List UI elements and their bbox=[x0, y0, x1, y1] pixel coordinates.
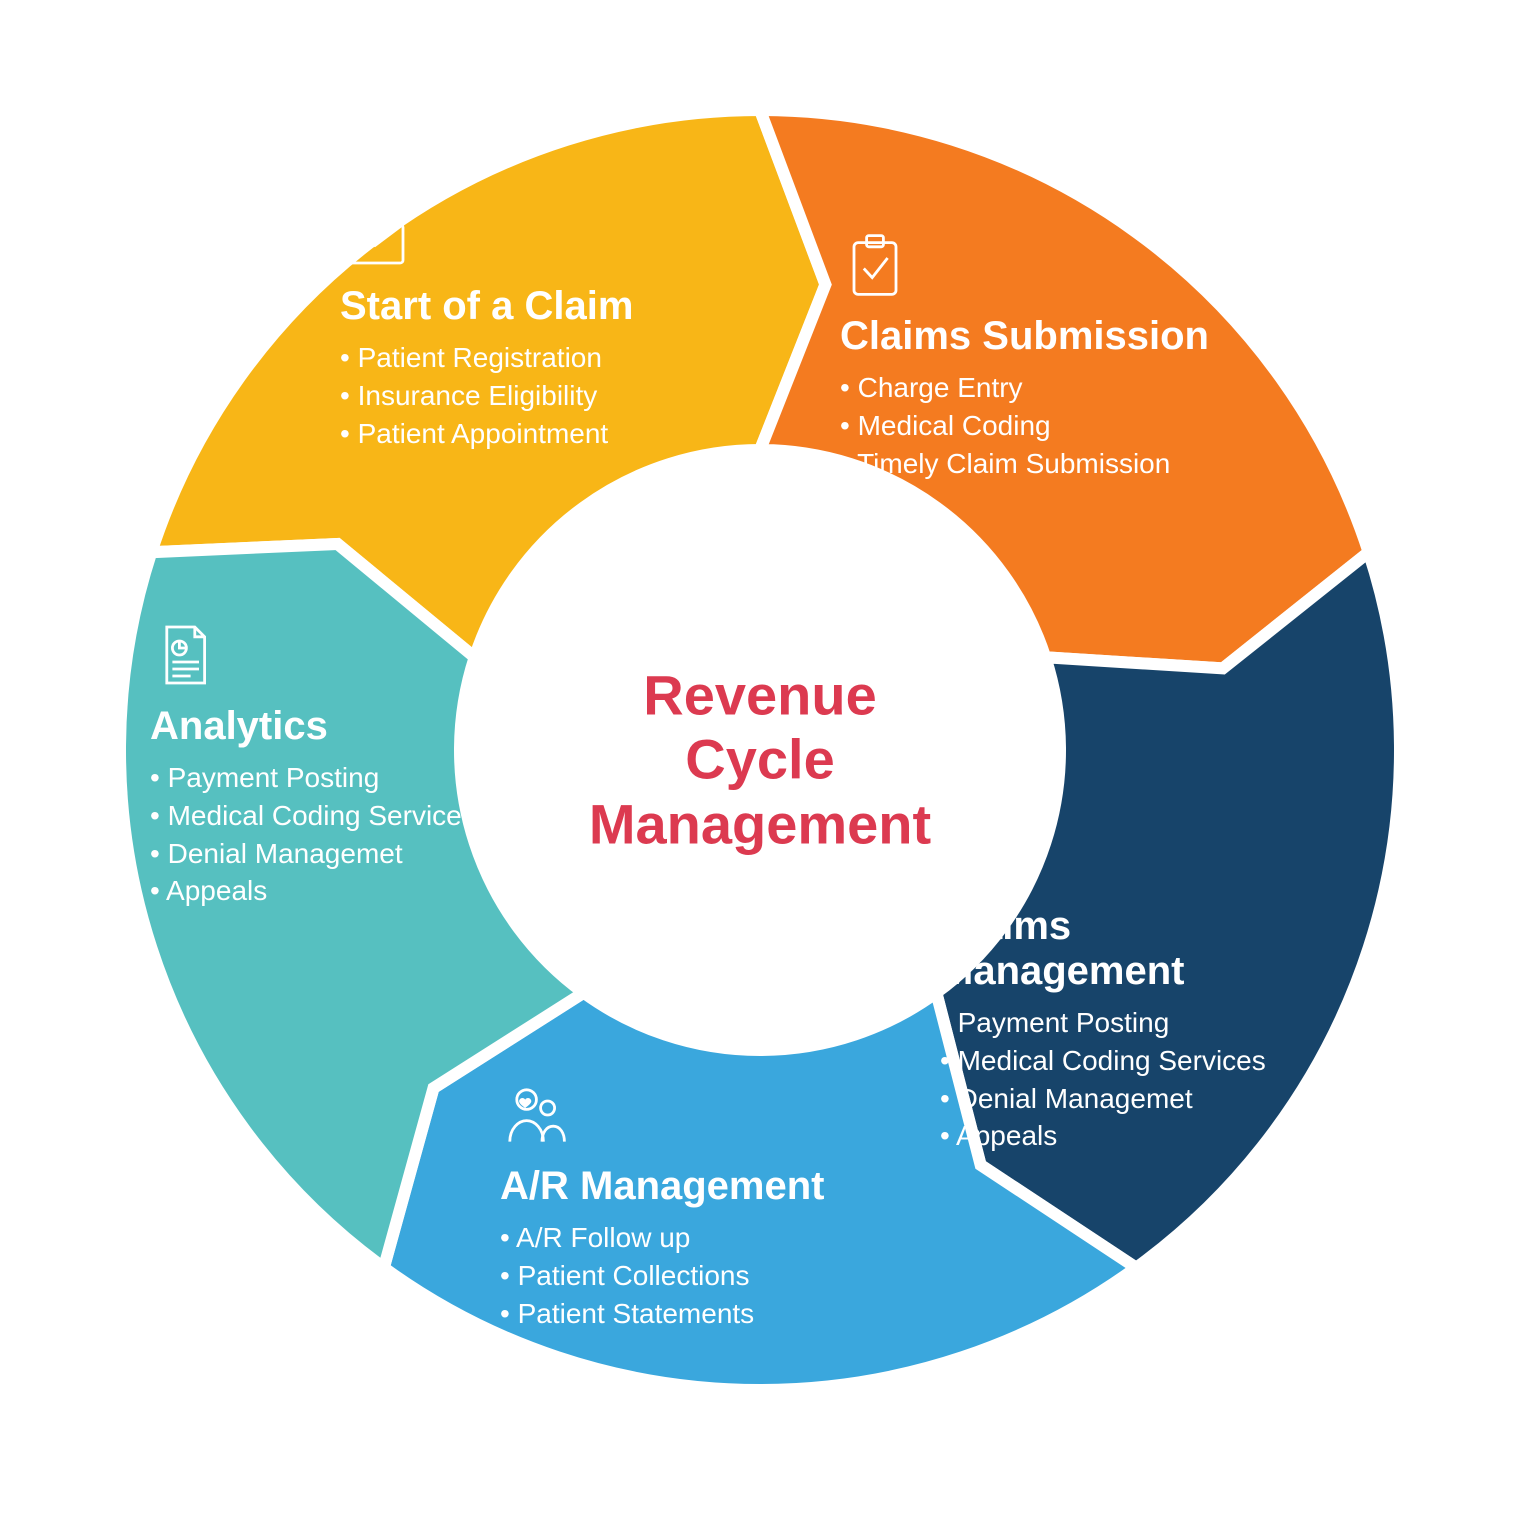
svg-text:$: $ bbox=[371, 209, 379, 225]
envelope-dollar-icon: $ bbox=[340, 200, 760, 270]
segment-bullet: Payment Posting bbox=[940, 1004, 1380, 1042]
segment-bullet: Charge Entry bbox=[840, 369, 1300, 407]
revenue-cycle-diagram: Revenue Cycle Management $ Start of a Cl… bbox=[0, 0, 1520, 1520]
segment-bullet: Appeals bbox=[940, 1117, 1380, 1155]
segment-bullet: Patient Registration bbox=[340, 339, 760, 377]
segment-bullet: Medical Coding Services bbox=[940, 1042, 1380, 1080]
clipboard-check-icon bbox=[840, 230, 1300, 300]
segment-bullet: Medical Coding Services bbox=[150, 797, 550, 835]
segment-bullet: Denial Managemet bbox=[150, 835, 550, 873]
center-title: Revenue Cycle Management bbox=[589, 663, 931, 856]
segment-title: Analytics bbox=[150, 704, 550, 749]
svg-text:$: $ bbox=[987, 864, 994, 878]
segment-bullet: Patient Collections bbox=[500, 1257, 920, 1295]
segment-title: Start of a Claim bbox=[340, 284, 760, 329]
segment-bullets: Patient RegistrationInsurance Eligibilit… bbox=[340, 339, 760, 452]
segment-bullet: Insurance Eligibility bbox=[340, 377, 760, 415]
center-title-line: Cycle bbox=[589, 728, 931, 792]
segment-text-claims-management: $ ClaimsManagement Payment PostingMedical… bbox=[940, 820, 1380, 1155]
segment-title-line: Management bbox=[940, 949, 1380, 994]
segment-bullets: Payment PostingMedical Coding ServicesDe… bbox=[150, 759, 550, 910]
segment-bullet: A/R Follow up bbox=[500, 1219, 920, 1257]
segment-bullet: Medical Coding bbox=[840, 407, 1300, 445]
report-icon bbox=[150, 620, 550, 690]
segment-bullet: Denial Managemet bbox=[940, 1080, 1380, 1118]
segment-bullets: A/R Follow upPatient CollectionsPatient … bbox=[500, 1219, 920, 1332]
segment-bullets: Charge EntryMedical CodingTimely Claim S… bbox=[840, 369, 1300, 482]
segment-bullet: Patient Appointment bbox=[340, 415, 760, 453]
segment-bullet: Timely Claim Submission bbox=[840, 445, 1300, 483]
segment-title-line: Claims bbox=[940, 904, 1380, 949]
segment-text-start-of-claim: $ Start of a Claim Patient RegistrationIn… bbox=[340, 200, 760, 452]
segment-title: Claims Submission bbox=[840, 314, 1300, 359]
segment-title: A/R Management bbox=[500, 1164, 920, 1209]
segment-bullet: Appeals bbox=[150, 872, 550, 910]
segment-bullets: Payment PostingMedical Coding ServicesDe… bbox=[940, 1004, 1380, 1155]
segment-text-ar-management: A/R Management A/R Follow upPatient Colle… bbox=[500, 1080, 920, 1332]
segment-text-analytics: Analytics Payment PostingMedical Coding S… bbox=[150, 620, 550, 910]
center-title-line: Revenue bbox=[589, 663, 931, 727]
segment-text-claims-submission: Claims Submission Charge EntryMedical Cod… bbox=[840, 230, 1300, 482]
people-heart-icon bbox=[500, 1080, 920, 1150]
center-title-line: Management bbox=[589, 792, 931, 856]
segment-bullet: Payment Posting bbox=[150, 759, 550, 797]
segment-title: ClaimsManagement bbox=[940, 904, 1380, 994]
clipboard-cost-icon: $ bbox=[940, 820, 1380, 890]
segment-bullet: Patient Statements bbox=[500, 1295, 920, 1333]
